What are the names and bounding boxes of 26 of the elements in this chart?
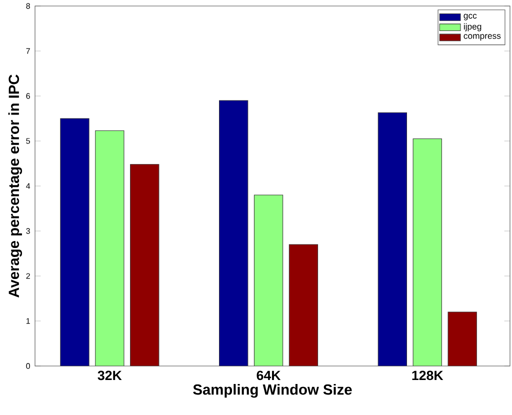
y-tick-label: 2 — [26, 273, 30, 279]
y-tick-label: 4 — [26, 183, 30, 189]
y-axis-title: Average percentage error in IPC — [8, 74, 22, 298]
bar — [219, 100, 248, 366]
bar — [288, 244, 318, 366]
bar — [130, 164, 160, 366]
x-tick-label: 64K — [256, 370, 281, 380]
y-tick-label: 0 — [26, 363, 30, 369]
legend-label: gcc — [464, 14, 477, 20]
x-tick-label: 128K — [412, 370, 444, 380]
y-tick-label: 7 — [26, 48, 30, 54]
bar — [448, 312, 477, 366]
x-axis-title: Sampling Window Size — [193, 384, 352, 398]
y-tick-label: 3 — [26, 228, 30, 234]
legend-label: compress — [464, 34, 501, 41]
y-tick-label: 6 — [26, 93, 30, 99]
y-tick-label: 8 — [26, 3, 30, 9]
bar — [95, 130, 124, 366]
bar — [60, 118, 90, 366]
bar — [378, 112, 408, 366]
x-tick-label: 32K — [98, 370, 122, 380]
y-tick-label: 1 — [26, 318, 30, 324]
legend-label: ijpeg — [464, 23, 482, 32]
y-tick-label: 5 — [26, 138, 30, 144]
bar — [254, 194, 284, 366]
bar — [412, 138, 442, 366]
